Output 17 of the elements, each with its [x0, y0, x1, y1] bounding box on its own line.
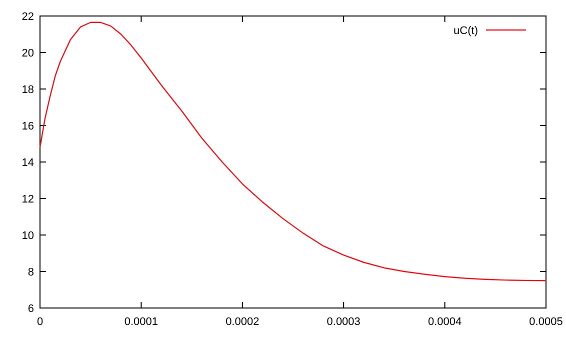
y-tick-label: 12: [22, 194, 34, 206]
legend-label: uC(t): [454, 25, 478, 37]
x-tick-label: 0.0004: [428, 316, 462, 328]
y-tick-label: 14: [22, 157, 34, 169]
y-tick-label: 22: [22, 11, 34, 23]
x-tick-label: 0: [36, 316, 44, 328]
y-tick-label: 16: [22, 120, 34, 132]
line-series: [39, 22, 547, 282]
y-tick-label: 20: [22, 48, 34, 60]
y-tick-label: 6: [28, 303, 34, 315]
x-tick-label: 0.0002: [226, 316, 260, 328]
x-tick-label: 0.0005: [529, 316, 563, 328]
x-tick-label: 0.0001: [124, 316, 158, 328]
y-tick-label: 8: [28, 266, 34, 278]
y-tick-label: 18: [22, 84, 34, 96]
y-tick-label: 10: [22, 230, 34, 242]
x-tick-label: 0.0003: [326, 316, 360, 328]
